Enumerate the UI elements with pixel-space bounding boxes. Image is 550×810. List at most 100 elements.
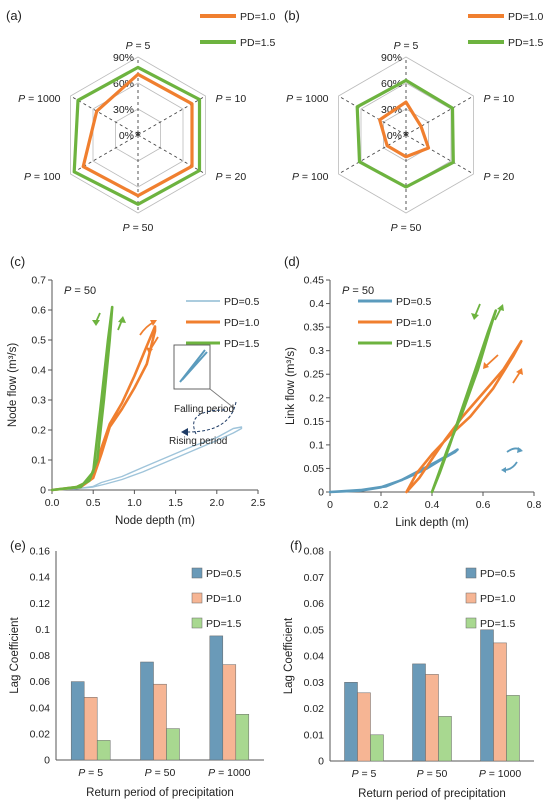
panel-c-y-tick-label: 0 xyxy=(40,485,46,497)
panel-b-axis-label: P = 50 xyxy=(391,222,422,234)
panel-f-legend-swatch xyxy=(465,567,477,579)
panel-f-y-tick-label: 0.03 xyxy=(304,677,325,689)
panel-d-y-tick-label: 0.35 xyxy=(304,322,325,334)
panel-d-x-tick-label: 0.4 xyxy=(425,499,440,511)
panel-b-legend-label: PD=1.5 xyxy=(508,37,543,49)
panel-c-annotation: P = 50 xyxy=(64,285,96,297)
panel-f-y-tick-label: 0.02 xyxy=(304,703,325,715)
panel-d-y-tick-label: 0.25 xyxy=(304,369,325,381)
panel-a-legend-label: PD=1.5 xyxy=(240,37,275,49)
panel-e-bar-2-1 xyxy=(222,664,237,761)
panel-e-y-tick-label: 0.1 xyxy=(35,624,50,636)
panel-c-x-tick-label: 2.0 xyxy=(209,497,224,509)
panel-f-legend-swatch xyxy=(465,617,477,629)
panel-a-axis-label: P = 10 xyxy=(216,93,247,105)
panel-f-bar-2-2 xyxy=(506,695,520,762)
panel-e-y-tick-label: 0.14 xyxy=(30,572,51,584)
panel-f-bar-0-0 xyxy=(344,682,358,762)
panel-c-x-tick-label: 1.5 xyxy=(168,497,183,509)
panel-f-y-tick-label: 0.08 xyxy=(304,546,325,558)
panel-c-line: (c) 0.0 0.5 1.0 1.5 2.0 2.5 0 0.1 0.2 0.3 0.4 0.5 0.… xyxy=(7,254,265,527)
panel-e-y-tick-label: 0.06 xyxy=(30,676,51,688)
panel-f-legend-label: PD=1.5 xyxy=(480,618,515,630)
panel-b-axis-label: P = 100 xyxy=(292,171,329,183)
panel-d-x-tick-label: 0 xyxy=(327,499,333,511)
panel-c-y-tick-label: 0.2 xyxy=(31,425,46,437)
panel-f-x-tick-label: P = 1000 xyxy=(479,768,522,780)
panel-e-y-tick-label: 0.16 xyxy=(30,546,51,558)
panel-e-y-tick-label: 0.02 xyxy=(30,728,51,740)
panel-e-bar: (e) 0 0.02 0.04 0.06 0.08 0.1 0.12 0.14 0.16 P = … xyxy=(9,538,264,799)
panel-e-legend-swatch xyxy=(191,567,203,579)
panel-d-pd10-arrowhead-down xyxy=(483,362,489,369)
panel-d-label: (d) xyxy=(284,254,300,269)
panel-d-pd05-arrowhead-up xyxy=(517,447,523,453)
panel-a-spoke-4 xyxy=(70,134,139,175)
panel-c-rising-leader xyxy=(193,409,226,435)
panel-e-legend-label: PD=1.0 xyxy=(206,593,241,605)
panel-c-inset-curve xyxy=(179,349,208,383)
panel-e-bar-2-2 xyxy=(235,714,250,761)
panel-e-x-tick-label: P = 50 xyxy=(145,767,176,779)
panel-a-spoke-5 xyxy=(70,95,139,136)
panel-c-y-tick-label: 0.7 xyxy=(31,275,46,287)
panel-f-x-tick-label: P = 5 xyxy=(352,768,377,780)
panel-e-y-tick-label: 0 xyxy=(44,755,50,767)
panel-b-center-mark: * xyxy=(403,127,409,143)
panel-d-series-0 xyxy=(328,448,459,494)
panel-d-y-tick-label: 0.3 xyxy=(309,345,324,357)
panel-e-bar-1-1 xyxy=(153,683,167,761)
panel-f-bar-1-1 xyxy=(425,674,439,762)
panel-d-y-tick-label: 0.4 xyxy=(309,298,324,310)
panel-f-bar-0-2 xyxy=(370,734,384,762)
panel-f-y-tick-label: 0.01 xyxy=(304,729,325,741)
panel-a-ring-label: 90% xyxy=(113,52,134,64)
panel-d-y-tick-label: 0 xyxy=(318,487,324,499)
panel-e-legend-swatch xyxy=(191,617,203,629)
panel-b-radar: (b) 0%30%60%90%*P = 5P = 10P = 20P = 50P… xyxy=(284,8,543,234)
panel-a-spoke-1 xyxy=(137,95,206,136)
panel-d-legend-label: PD=1.5 xyxy=(396,338,431,350)
panel-d-series-1 xyxy=(405,339,523,494)
panel-d-y-tick-label: 0.45 xyxy=(304,275,325,287)
panel-a-radar: (a) 0%30%60%90%*P = 5P = 10P = 20P = 50P… xyxy=(6,8,275,234)
panel-e-y-tick-label: 0.12 xyxy=(30,598,51,610)
panel-d-x-tick-label: 0.8 xyxy=(527,499,542,511)
panel-c-y-tick-label: 0.6 xyxy=(31,305,46,317)
panel-f-label: (f) xyxy=(290,538,302,553)
panel-d-pd05-arrowhead-down xyxy=(501,467,506,473)
panel-b-spoke-5 xyxy=(338,95,407,136)
panel-c-series-0 xyxy=(51,426,243,491)
panel-e-x-tick-label: P = 1000 xyxy=(208,767,251,779)
panel-f-legend-label: PD=1.0 xyxy=(480,593,515,605)
panel-e-legend-label: PD=0.5 xyxy=(206,568,241,580)
panel-f-bar: (f) 0 0.01 0.02 0.03 0.04 0.05 0.06 0.07 0.08 P =… xyxy=(283,538,534,800)
panel-e-label: (e) xyxy=(10,538,26,553)
panel-c-pd15-arrowhead-up xyxy=(118,316,126,323)
panel-f-bar-2-0 xyxy=(480,629,494,762)
panel-d-pd10-arrow-up xyxy=(512,371,521,384)
panel-a-legend-label: PD=1.0 xyxy=(240,11,275,23)
panel-b-legend-label: PD=1.0 xyxy=(508,11,543,23)
panel-c-pd10-arrow-down xyxy=(149,336,159,351)
panel-b-axis-label: P = 1000 xyxy=(286,93,329,105)
panel-d-y-tick-label: 0.2 xyxy=(309,392,324,404)
panel-d-series-2 xyxy=(430,309,498,494)
panel-a-axis-label: P = 1000 xyxy=(18,93,61,105)
panel-b-spoke-4 xyxy=(338,134,407,175)
panel-d-x-tick-label: 0.6 xyxy=(476,499,491,511)
panel-e-legend-label: PD=1.5 xyxy=(206,618,241,630)
panel-f-x-tick-label: P = 50 xyxy=(417,768,448,780)
panel-b-series-0 xyxy=(378,100,431,159)
panel-a-ring-label: 0% xyxy=(119,130,134,142)
panel-f-bar-1-0 xyxy=(412,663,426,762)
panel-e-y-axis-title: Lag Coefficient xyxy=(9,616,21,693)
panel-c-y-tick-label: 0.3 xyxy=(31,395,46,407)
panel-c-x-tick-label: 2.5 xyxy=(251,497,266,509)
panel-f-y-tick-label: 0.04 xyxy=(304,651,325,663)
panel-b-axis-label: P = 20 xyxy=(484,171,515,183)
panel-b-axis-label: P = 5 xyxy=(394,40,419,52)
panel-a-axis-label: P = 5 xyxy=(126,40,151,52)
panel-d-pd10-arrow-down xyxy=(485,354,499,367)
panel-e-y-tick-label: 0.08 xyxy=(30,650,51,662)
